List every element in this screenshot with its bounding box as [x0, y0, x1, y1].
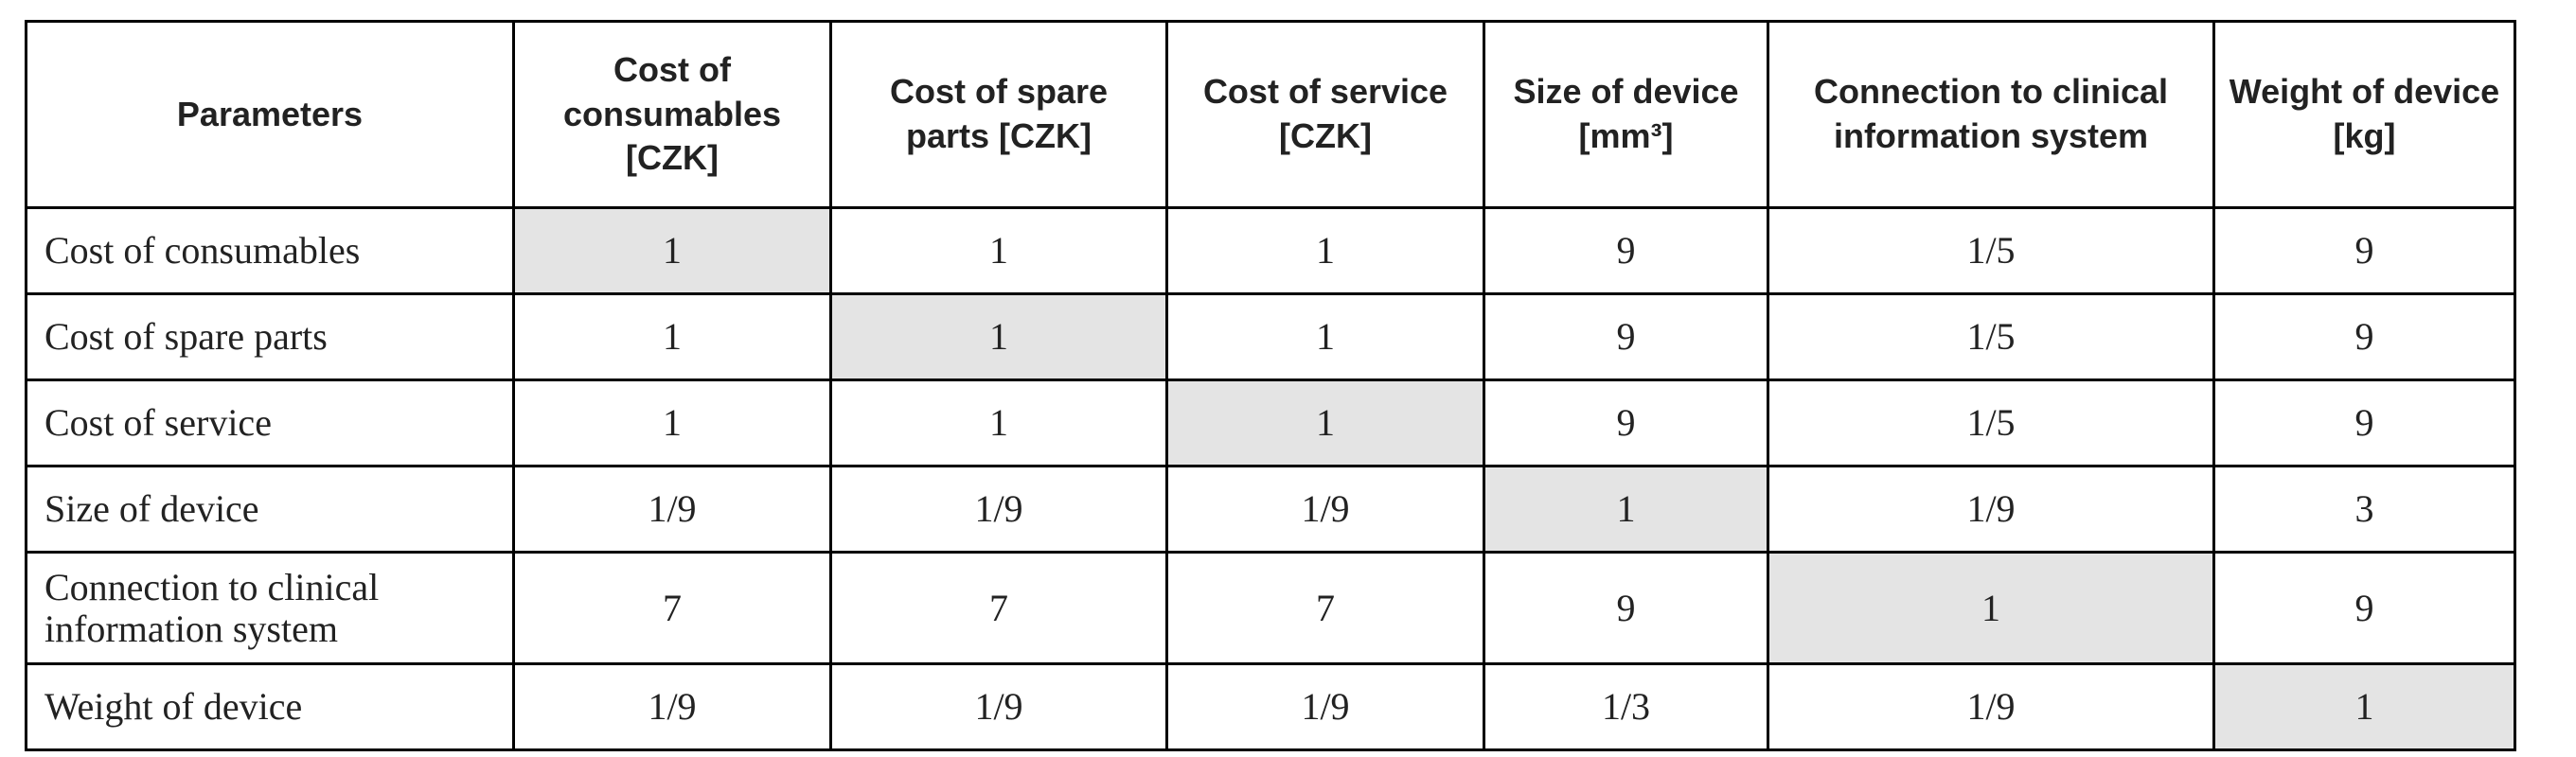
cell: 1/9	[829, 465, 1168, 554]
cell: 1/3	[1483, 662, 1769, 751]
table-row: Weight of device 1/9 1/9 1/9 1/3 1/9 1	[25, 662, 2516, 751]
cell: 1	[829, 378, 1168, 467]
cell: 1	[1165, 378, 1485, 467]
row-label: Cost of consumables	[25, 206, 515, 295]
cell: 7	[829, 551, 1168, 665]
row-label: Connection to clinical information syste…	[25, 551, 515, 665]
cell: 1/9	[829, 662, 1168, 751]
cell: 1/9	[512, 465, 832, 554]
cell: 1/9	[1165, 662, 1485, 751]
table-row: Cost of service 1 1 1 9 1/5 9	[25, 378, 2516, 467]
cell: 3	[2212, 465, 2516, 554]
cell: 1	[1165, 292, 1485, 381]
cell: 1/9	[1165, 465, 1485, 554]
column-header: Cost of spare parts [CZK]	[829, 20, 1168, 209]
cell: 1	[829, 206, 1168, 295]
cell: 1/9	[512, 662, 832, 751]
cell: 7	[512, 551, 832, 665]
column-header: Connection to clinical information syste…	[1767, 20, 2215, 209]
row-label: Cost of spare parts	[25, 292, 515, 381]
cell: 1/5	[1767, 206, 2215, 295]
comparison-table: Parameters Cost of consumables [CZK] Cost …	[25, 20, 2516, 751]
table-row: Cost of consumables 1 1 1 9 1/5 9	[25, 206, 2516, 295]
cell: 1/9	[1767, 465, 2215, 554]
row-label: Size of device	[25, 465, 515, 554]
cell: 9	[2212, 292, 2516, 381]
cell: 1	[512, 378, 832, 467]
cell: 1	[1767, 551, 2215, 665]
cell: 9	[1483, 292, 1769, 381]
header-row: Parameters Cost of consumables [CZK] Cost …	[25, 20, 2516, 209]
cell: 9	[2212, 206, 2516, 295]
column-header: Cost of consumables [CZK]	[512, 20, 832, 209]
cell: 1	[512, 206, 832, 295]
column-header: Cost of service [CZK]	[1165, 20, 1485, 209]
cell: 1	[829, 292, 1168, 381]
cell: 1	[2212, 662, 2516, 751]
row-label: Weight of device	[25, 662, 515, 751]
table-row: Cost of spare parts 1 1 1 9 1/5 9	[25, 292, 2516, 381]
cell: 9	[2212, 551, 2516, 665]
cell: 1	[512, 292, 832, 381]
table-row: Connection to clinical information syste…	[25, 551, 2516, 665]
cell: 9	[1483, 551, 1769, 665]
cell: 1/5	[1767, 292, 2215, 381]
cell: 1	[1483, 465, 1769, 554]
cell: 9	[1483, 206, 1769, 295]
table-row: Size of device 1/9 1/9 1/9 1 1/9 3	[25, 465, 2516, 554]
column-header: Size of device [mm³]	[1483, 20, 1769, 209]
cell: 1	[1165, 206, 1485, 295]
cell: 1/9	[1767, 662, 2215, 751]
column-header: Weight of device [kg]	[2212, 20, 2516, 209]
column-header: Parameters	[25, 20, 515, 209]
cell: 9	[2212, 378, 2516, 467]
cell: 1/5	[1767, 378, 2215, 467]
cell: 7	[1165, 551, 1485, 665]
cell: 9	[1483, 378, 1769, 467]
row-label: Cost of service	[25, 378, 515, 467]
